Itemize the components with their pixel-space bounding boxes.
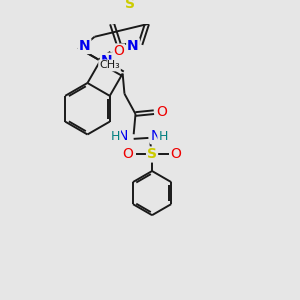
Text: H: H [158,130,168,142]
Text: H: H [111,130,120,142]
Text: CH₃: CH₃ [99,60,120,70]
Text: N: N [79,39,90,53]
Text: N: N [151,129,161,143]
Text: N: N [127,39,139,53]
Text: O: O [123,148,134,161]
Text: N: N [101,54,112,68]
Text: S: S [124,0,134,11]
Text: O: O [113,44,124,58]
Text: S: S [147,148,157,161]
Text: O: O [170,148,182,161]
Text: N: N [118,129,128,143]
Text: O: O [156,105,167,119]
